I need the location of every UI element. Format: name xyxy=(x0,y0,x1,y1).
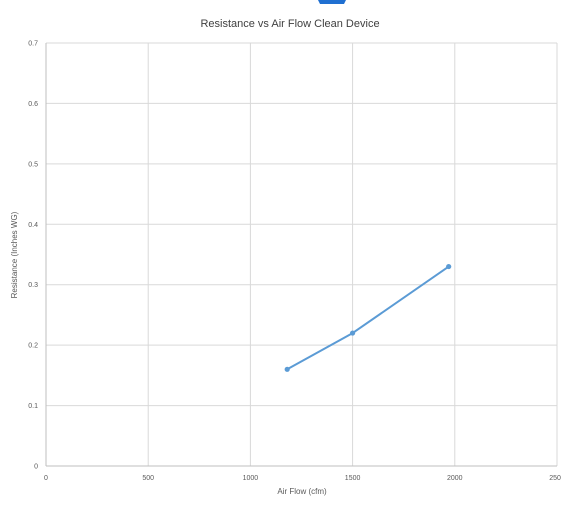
y-tick-label: 0.1 xyxy=(28,403,38,410)
y-tick-label: 0.5 xyxy=(28,161,38,168)
data-point xyxy=(350,330,356,336)
y-tick-label: 0.3 xyxy=(28,282,38,289)
x-tick-label: 1500 xyxy=(345,475,361,482)
data-point xyxy=(284,366,290,372)
y-tick-label: 0.4 xyxy=(28,222,38,229)
y-tick-label: 0.7 xyxy=(28,41,38,48)
series-layer xyxy=(284,263,452,372)
y-tick-label: 0.6 xyxy=(28,101,38,108)
x-axis-title: Air Flow (cfm) xyxy=(277,487,327,496)
chart-title: Resistance vs Air Flow Clean Device xyxy=(200,18,379,30)
x-tick-label: 500 xyxy=(142,475,154,482)
x-tick-label: 2500 xyxy=(549,475,561,482)
y-tick-label: 0.2 xyxy=(28,343,38,350)
x-tick-label: 2000 xyxy=(447,475,463,482)
y-axis-title: Resistance (Inches WG) xyxy=(10,211,19,298)
series-line xyxy=(286,265,450,371)
y-axis-tick-labels: 0 0.1 0.2 0.3 0.4 0.5 0.6 0.7 xyxy=(28,41,38,471)
x-axis-tick-labels: 0 500 1000 1500 2000 2500 xyxy=(44,475,561,482)
partial-title-glyph xyxy=(318,0,346,4)
x-tick-label: 0 xyxy=(44,475,48,482)
axes xyxy=(45,43,557,467)
gridlines xyxy=(46,42,558,466)
y-tick-label: 0 xyxy=(34,464,38,471)
data-point xyxy=(446,263,452,270)
x-tick-label: 1000 xyxy=(243,475,259,482)
